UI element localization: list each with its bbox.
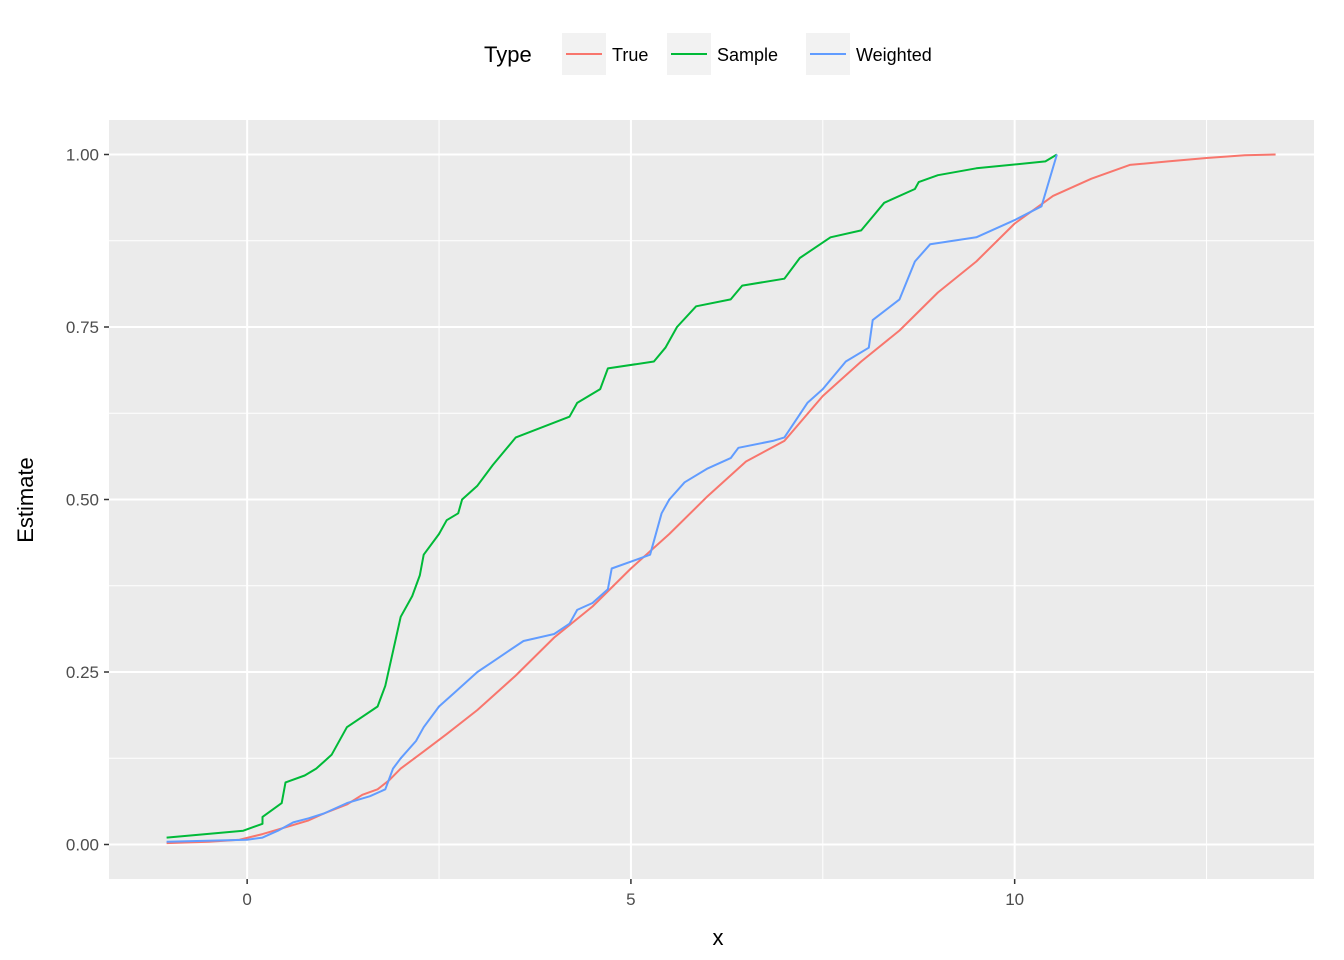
x-tick-label: 5 bbox=[626, 890, 635, 909]
y-axis: 0.00 0.25 0.50 0.75 1.00 bbox=[66, 146, 109, 855]
series-line-sample bbox=[166, 153, 1058, 839]
legend-label: Weighted bbox=[856, 45, 932, 65]
x-axis-title: x bbox=[713, 925, 724, 950]
x-tick-label: 0 bbox=[242, 890, 251, 909]
y-axis-title: Estimate bbox=[13, 457, 38, 543]
legend-label: True bbox=[612, 45, 648, 65]
legend-title: Type bbox=[484, 42, 532, 67]
y-tick-label: 0.50 bbox=[66, 491, 99, 510]
major-gridlines bbox=[109, 120, 1314, 879]
legend-label: Sample bbox=[717, 45, 778, 65]
legend-entry-sample: Sample bbox=[667, 33, 778, 75]
x-axis: 0 5 10 bbox=[242, 879, 1024, 909]
series-lines bbox=[166, 153, 1276, 845]
legend: Type True Sample Weighted bbox=[484, 33, 932, 75]
x-tick-label: 10 bbox=[1005, 890, 1024, 909]
y-tick-label: 0.00 bbox=[66, 836, 99, 855]
y-tick-label: 0.25 bbox=[66, 663, 99, 682]
legend-entry-weighted: Weighted bbox=[806, 33, 932, 75]
y-tick-label: 0.75 bbox=[66, 318, 99, 337]
series-line-weighted bbox=[166, 154, 1058, 843]
legend-entry-true: True bbox=[562, 33, 648, 75]
y-tick-label: 1.00 bbox=[66, 146, 99, 165]
